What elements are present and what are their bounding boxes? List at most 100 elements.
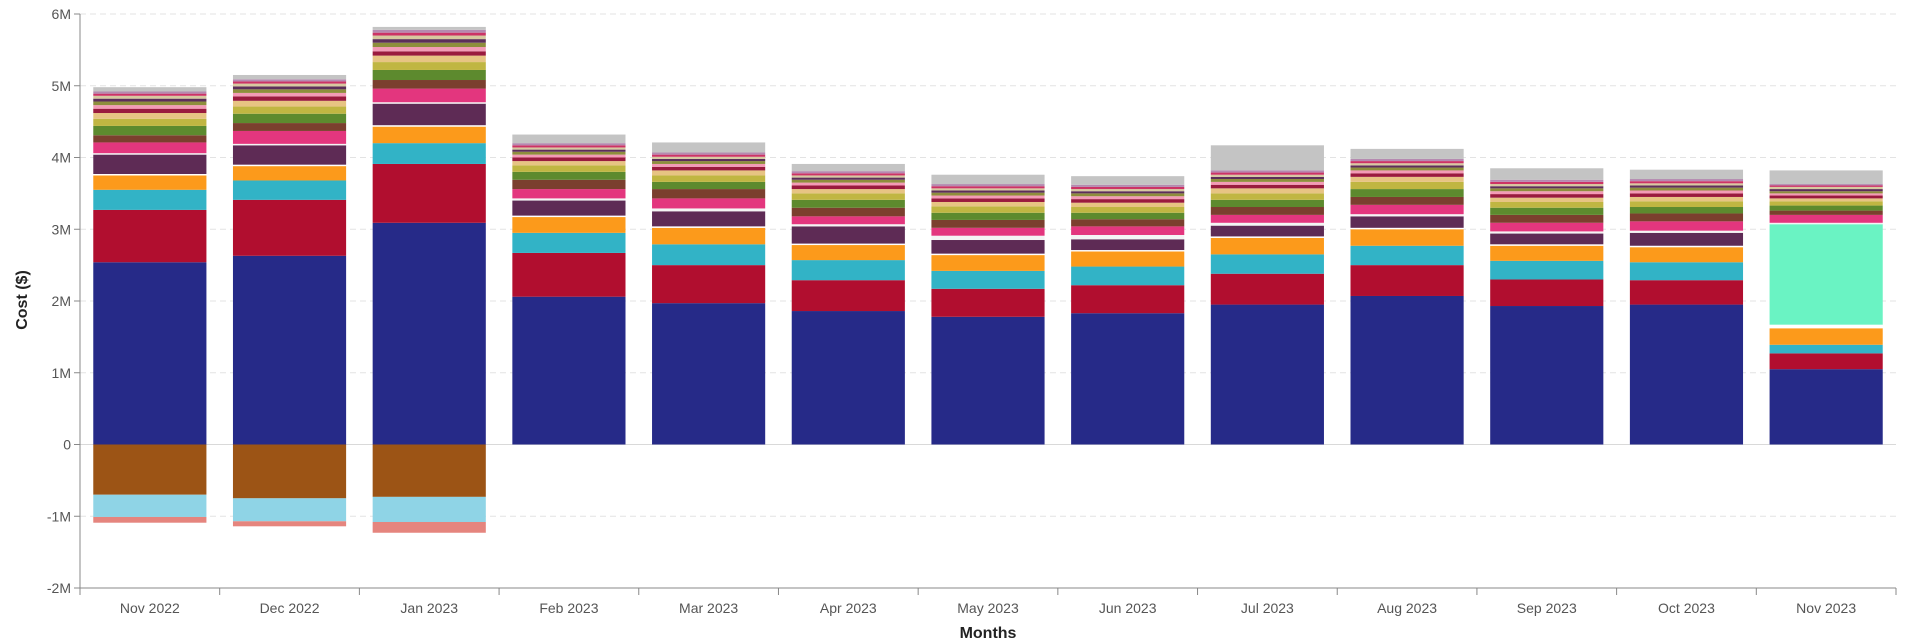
bar-segment[interactable] bbox=[1210, 145, 1324, 171]
bar-segment[interactable] bbox=[1490, 181, 1604, 185]
bar-segment[interactable] bbox=[93, 444, 207, 495]
bar-segment[interactable] bbox=[232, 145, 347, 165]
bar-segment[interactable] bbox=[791, 245, 905, 261]
bar-segment[interactable] bbox=[93, 135, 207, 143]
bar-segment[interactable] bbox=[791, 163, 905, 172]
bar-segment[interactable] bbox=[1350, 216, 1464, 228]
bar-segment[interactable] bbox=[1071, 250, 1185, 252]
bar-segment[interactable] bbox=[1071, 207, 1185, 213]
bar-segment[interactable] bbox=[372, 103, 486, 126]
bar-segment[interactable] bbox=[512, 171, 626, 180]
bar-segment[interactable] bbox=[1490, 179, 1604, 182]
bar-segment[interactable] bbox=[931, 255, 1045, 271]
bar-segment[interactable] bbox=[791, 179, 905, 183]
bar-segment[interactable] bbox=[372, 42, 486, 48]
bar-segment[interactable] bbox=[1769, 353, 1883, 370]
bar-segment[interactable] bbox=[372, 126, 486, 144]
bar-segment[interactable] bbox=[652, 163, 766, 167]
bar-segment[interactable] bbox=[931, 253, 1045, 256]
bar-segment[interactable] bbox=[232, 255, 347, 445]
bar-segment[interactable] bbox=[512, 147, 626, 150]
bar-segment[interactable] bbox=[1210, 237, 1324, 255]
bar-segment[interactable] bbox=[1490, 184, 1604, 187]
bar-segment[interactable] bbox=[372, 69, 486, 81]
bar-segment[interactable] bbox=[1210, 222, 1324, 226]
bar-segment[interactable] bbox=[1629, 280, 1744, 305]
bar-segment[interactable] bbox=[1769, 189, 1883, 192]
bar-segment[interactable] bbox=[93, 105, 207, 109]
bar-segment[interactable] bbox=[931, 240, 1045, 254]
bar-segment[interactable] bbox=[1769, 369, 1883, 445]
bar-segment[interactable] bbox=[512, 154, 626, 158]
bar-segment[interactable] bbox=[652, 211, 766, 227]
bar-segment[interactable] bbox=[1071, 191, 1185, 194]
bar-segment[interactable] bbox=[1350, 148, 1464, 159]
bar-segment[interactable] bbox=[791, 173, 905, 176]
bar-segment[interactable] bbox=[931, 188, 1045, 191]
bar-segment[interactable] bbox=[652, 158, 766, 162]
bar-segment[interactable] bbox=[1350, 204, 1464, 215]
bar-segment[interactable] bbox=[652, 161, 766, 164]
bar-segment[interactable] bbox=[1350, 181, 1464, 190]
bar-segment[interactable] bbox=[93, 174, 207, 176]
bar-segment[interactable] bbox=[931, 195, 1045, 199]
bar-segment[interactable] bbox=[1350, 163, 1464, 166]
bar-segment[interactable] bbox=[1071, 199, 1185, 203]
bar-segment[interactable] bbox=[1629, 213, 1744, 222]
bar-segment[interactable] bbox=[791, 182, 905, 186]
bar-segment[interactable] bbox=[1629, 207, 1744, 214]
bar-segment[interactable] bbox=[93, 125, 207, 136]
bar-segment[interactable] bbox=[791, 177, 905, 180]
bar-segment[interactable] bbox=[372, 62, 486, 70]
bar-segment[interactable] bbox=[1769, 328, 1883, 345]
bar-segment[interactable] bbox=[1350, 161, 1464, 164]
bar-segment[interactable] bbox=[1350, 265, 1464, 296]
bar-segment[interactable] bbox=[1350, 176, 1464, 182]
bar-segment[interactable] bbox=[232, 92, 347, 97]
bar-segment[interactable] bbox=[1071, 266, 1185, 286]
bar-segment[interactable] bbox=[1629, 187, 1744, 191]
bar-segment[interactable] bbox=[1210, 273, 1324, 305]
bar-segment[interactable] bbox=[1769, 195, 1883, 199]
bar-segment[interactable] bbox=[512, 215, 626, 218]
bar-segment[interactable] bbox=[1629, 232, 1744, 246]
bar-segment[interactable] bbox=[1210, 181, 1324, 185]
bar-segment[interactable] bbox=[1629, 185, 1744, 188]
bar-segment[interactable] bbox=[652, 227, 766, 245]
bar-segment[interactable] bbox=[1769, 324, 1883, 329]
bar-segment[interactable] bbox=[1490, 188, 1604, 192]
bar-segment[interactable] bbox=[652, 152, 766, 155]
bar-segment[interactable] bbox=[931, 190, 1045, 193]
bar-segment[interactable] bbox=[512, 200, 626, 216]
bar-segment[interactable] bbox=[372, 35, 486, 40]
bar-segment[interactable] bbox=[931, 192, 1045, 196]
bar-segment[interactable] bbox=[512, 161, 626, 166]
bar-segment[interactable] bbox=[512, 143, 626, 146]
bar-segment[interactable] bbox=[1210, 176, 1324, 180]
bar-segment[interactable] bbox=[791, 171, 905, 174]
bar-segment[interactable] bbox=[1210, 170, 1324, 173]
bar-segment[interactable] bbox=[93, 87, 207, 92]
bar-segment[interactable] bbox=[1350, 173, 1464, 177]
bar-segment[interactable] bbox=[1210, 174, 1324, 177]
bar-segment[interactable] bbox=[1071, 176, 1185, 185]
bar-segment[interactable] bbox=[232, 143, 347, 146]
bar-segment[interactable] bbox=[931, 235, 1045, 241]
bar-segment[interactable] bbox=[1071, 234, 1185, 240]
bar-segment[interactable] bbox=[1490, 207, 1604, 215]
bar-segment[interactable] bbox=[1490, 244, 1604, 246]
bar-segment[interactable] bbox=[652, 226, 766, 228]
bar-segment[interactable] bbox=[931, 227, 1045, 236]
bar-segment[interactable] bbox=[232, 79, 347, 82]
bar-segment[interactable] bbox=[1769, 184, 1883, 186]
bar-segment[interactable] bbox=[1490, 260, 1604, 280]
bar-segment[interactable] bbox=[1210, 236, 1324, 238]
bar-segment[interactable] bbox=[1769, 205, 1883, 211]
bar-segment[interactable] bbox=[93, 95, 207, 99]
bar-segment[interactable] bbox=[1629, 196, 1744, 202]
bar-segment[interactable] bbox=[372, 102, 486, 104]
bar-segment[interactable] bbox=[931, 184, 1045, 187]
bar-segment[interactable] bbox=[232, 89, 347, 93]
bar-segment[interactable] bbox=[93, 209, 207, 263]
bar-segment[interactable] bbox=[1769, 186, 1883, 190]
